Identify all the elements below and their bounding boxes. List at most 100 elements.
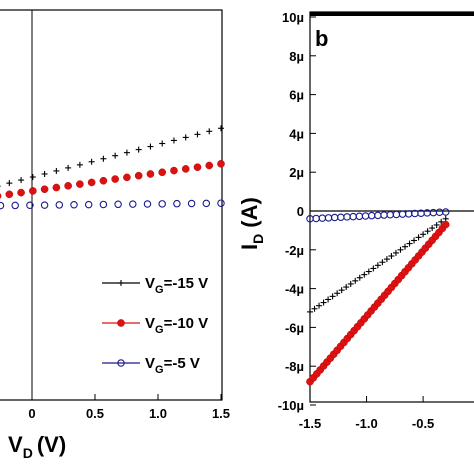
panel-b-x-ticks: -1.5 -1.0 -0.5 — [299, 396, 434, 431]
panel-b-series-0-point — [356, 274, 363, 281]
panel-b-series-2-point — [386, 210, 394, 219]
panel-b-series-2-point — [374, 211, 382, 220]
panel-a-x-tick-label: 0 — [28, 406, 35, 421]
panel-a-legend-entry: VG=-5 V — [102, 355, 200, 376]
panel-b-series-0-point — [352, 277, 359, 284]
panel-a-series-0-point — [18, 177, 25, 184]
panel-a-series-1-point — [29, 187, 37, 195]
panel-a-x-ticks: 0 0.5 1.0 1.5 — [28, 394, 230, 421]
panel-b-series-0-point — [320, 299, 327, 306]
panel-b-x-tick-label: -1.5 — [299, 416, 321, 431]
panel-a-series-0-point — [182, 134, 189, 141]
panel-b-series-2-point — [380, 211, 388, 219]
panel-b-x-tick-label: -0.5 — [412, 416, 434, 431]
panel-b-y-ticks: 10µ 8µ 6µ 4µ 2µ 0 -2µ -4µ -6µ -8µ -10µ — [278, 10, 316, 413]
panel-a-series-0-point — [6, 180, 13, 187]
panel-b-y-tick-label: -4µ — [285, 282, 304, 297]
panel-b-y-tick-label: 10µ — [282, 10, 304, 25]
panel-b-series-2-point — [367, 211, 376, 220]
panel-a-series-0-point — [100, 155, 107, 162]
panel-a-series-1-point — [17, 188, 25, 197]
panel-b-series-0-point — [411, 237, 418, 244]
panel-b-series-0-point — [420, 231, 427, 238]
panel-b-series-0-point — [334, 290, 341, 297]
panel-a-series-0-point — [170, 137, 177, 144]
panel-b-data-marks — [306, 208, 450, 386]
panel-b-series-2-point — [392, 210, 401, 219]
panel-b-x-tick-label: -1.0 — [355, 416, 377, 431]
panel-a-series-0-point — [41, 170, 48, 177]
panel-a-series-0-point — [88, 158, 95, 165]
panel-a-series-1-point — [146, 170, 155, 178]
panel-b-y-tick-label: 0 — [297, 204, 304, 219]
legend-marker — [117, 359, 125, 367]
panel-a-series-0-point — [0, 185, 1, 187]
panel-a-legend: VG=-15 V VG=-10 V VG=-5 V — [102, 275, 208, 376]
panel-a-series-1-point — [64, 182, 72, 190]
panel-a-series-1-point — [193, 163, 202, 172]
panel-a-series-1-point — [181, 165, 190, 173]
panel-a-x-axis-label: VD (V) — [8, 432, 66, 461]
legend-marker — [117, 319, 125, 327]
panel-b-series-2-point — [349, 212, 357, 221]
panel-a-series-1-point — [158, 168, 166, 177]
panel-b-series-2-point — [330, 213, 339, 222]
panel-b-series-0-point — [370, 265, 377, 272]
legend-marker — [118, 280, 124, 286]
panel-b-series-2-point — [435, 208, 444, 217]
panel-b-series-0-point — [429, 225, 436, 232]
panel-a-series-2-point — [40, 201, 49, 209]
panel-a-series-0-point — [206, 128, 213, 135]
panel-b-series-0-point — [338, 287, 345, 294]
panel-a-series-2-point — [129, 200, 137, 208]
panel-b-y-tick-label: -8µ — [285, 359, 304, 374]
panel-b-series-1-point — [441, 220, 450, 229]
panel-a-series-2-point — [173, 199, 181, 208]
panel-b-y-tick-label: -6µ — [285, 320, 304, 335]
panel-a-series-0-point — [159, 140, 166, 147]
panel-b-series-2-point — [337, 213, 345, 221]
panel-a-series-0-point — [135, 146, 142, 153]
panel-b-series-0-point — [343, 284, 350, 291]
panel-a-series-1-point — [40, 185, 49, 194]
panel-a-series-2-point — [187, 199, 196, 208]
panel-b-series-0-point — [406, 240, 413, 247]
panel-a-series-2-point — [114, 200, 122, 209]
panel-a: 0 0.5 1.0 1.5 VD (V) VG=-15 V VG=-10 V VG=-5 V — [0, 9, 230, 461]
panel-b-series-0-point — [388, 253, 395, 260]
panel-a-series-1-point — [170, 166, 178, 175]
panel-a-series-2-point — [11, 201, 19, 210]
panel-b-series-2-point — [312, 214, 320, 223]
panel-b-series-2-point — [429, 208, 438, 217]
panel-a-data-marks — [0, 125, 225, 210]
panel-a-series-1-point — [76, 180, 84, 188]
panel-b-series-0-point — [442, 215, 449, 222]
panel-a-series-0-point — [76, 161, 83, 168]
panel-b-series-0-point — [307, 308, 313, 315]
panel-b-y-tick-label: 4µ — [289, 126, 304, 141]
panel-a-series-2-point — [84, 200, 93, 209]
panel-a-series-1-point — [5, 190, 14, 199]
panel-a-legend-entry: VG=-10 V — [102, 315, 208, 336]
panel-a-series-1-point — [134, 171, 143, 180]
panel-b-series-0-point — [329, 293, 336, 300]
panel-b-series-2-point — [343, 213, 351, 221]
panel-a-series-1-point — [87, 178, 96, 187]
panel-b-series-0-point — [415, 234, 422, 241]
legend-label: VG=-10 V — [145, 315, 208, 336]
panel-b-series-0-point — [365, 268, 372, 275]
panel-b-series-0-point — [325, 296, 332, 303]
panel-a-series-0-point — [29, 174, 36, 181]
panel-a-series-1-point — [52, 183, 61, 192]
legend-label: VG=-15 V — [145, 275, 208, 296]
panel-b-series-0-point — [424, 228, 431, 235]
panel-a-series-2-point — [217, 199, 225, 207]
panel-b-y-tick-label: 8µ — [289, 49, 304, 64]
panel-a-series-0-point — [218, 125, 224, 132]
panel-b-series-0-point — [383, 256, 390, 263]
panel-b-letter: b — [315, 26, 328, 51]
panel-b-series-0-point — [433, 221, 440, 228]
panel-a-series-0-point — [147, 143, 154, 150]
panel-b-series-0-point — [379, 259, 386, 266]
